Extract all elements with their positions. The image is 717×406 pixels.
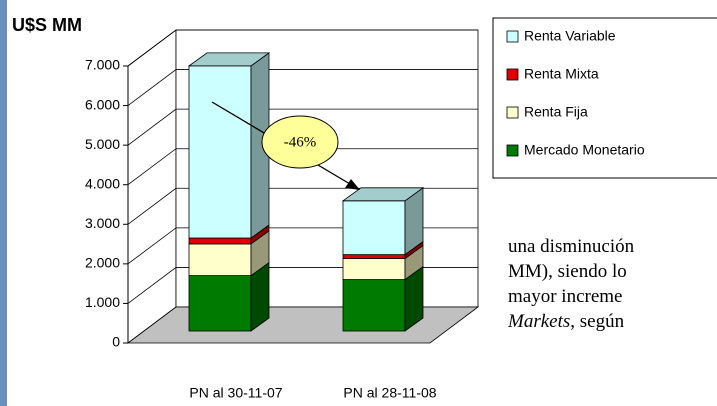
bar-segment bbox=[342, 258, 406, 280]
bar-segment bbox=[188, 275, 252, 332]
bar-top bbox=[341, 187, 425, 202]
y-tick-label: 7.000 bbox=[85, 57, 120, 73]
grid-line bbox=[127, 108, 478, 146]
legend-box bbox=[492, 17, 717, 179]
legend-label: Renta Fija bbox=[524, 104, 588, 120]
side-strip bbox=[0, 0, 7, 406]
bar-segment bbox=[342, 254, 406, 259]
legend-swatch bbox=[506, 30, 519, 43]
floor bbox=[126, 306, 480, 344]
annotation-bubble bbox=[261, 115, 339, 169]
legend: Mercado Monetario Renta Fija Renta Mixta Re… bbox=[492, 17, 717, 179]
y-tick-label: 2.000 bbox=[85, 255, 120, 271]
x-tick-label: PN al 30-11-07 bbox=[189, 385, 282, 401]
bar-segment bbox=[188, 243, 252, 276]
legend-swatch bbox=[506, 106, 519, 119]
annotation: -46% bbox=[284, 134, 317, 150]
grid-line bbox=[127, 69, 478, 106]
paragraph: una disminución MM), siendo lo mayor inc… bbox=[508, 234, 717, 334]
legend-label: Renta Variable bbox=[524, 28, 616, 44]
legend-swatch bbox=[506, 144, 519, 157]
text-line: una disminución bbox=[508, 236, 635, 257]
text: , según bbox=[570, 311, 625, 332]
text-line: Markets, según bbox=[508, 309, 717, 334]
bar-top bbox=[187, 52, 271, 67]
y-tick-label: 0 bbox=[112, 334, 120, 350]
bar-segment bbox=[188, 237, 252, 245]
grid-line bbox=[127, 148, 478, 186]
bar-segment bbox=[188, 65, 252, 239]
grid-line bbox=[127, 29, 478, 67]
chart-title: U$S MM bbox=[12, 15, 82, 35]
y-tick-label: 5.000 bbox=[85, 136, 120, 152]
y-tick-label: 4.000 bbox=[85, 175, 120, 191]
x-tick-label: PN al 28-11-08 bbox=[343, 385, 436, 401]
text-line: MM), siendo lo bbox=[508, 261, 627, 282]
italic-text: Markets bbox=[508, 311, 571, 332]
bar-segment bbox=[342, 200, 406, 256]
arrow-head bbox=[345, 179, 360, 190]
legend-swatch bbox=[506, 68, 519, 81]
legend-label: Mercado Monetario bbox=[524, 142, 645, 158]
y-tick-label: 1.000 bbox=[85, 294, 120, 310]
y-tick-label: 6.000 bbox=[85, 96, 120, 112]
y-tick-label: 3.000 bbox=[85, 215, 120, 231]
bar-segment bbox=[342, 279, 406, 332]
text-line: mayor increme bbox=[508, 286, 623, 307]
legend-label: Renta Mixta bbox=[524, 66, 599, 82]
left-wall bbox=[127, 29, 177, 344]
